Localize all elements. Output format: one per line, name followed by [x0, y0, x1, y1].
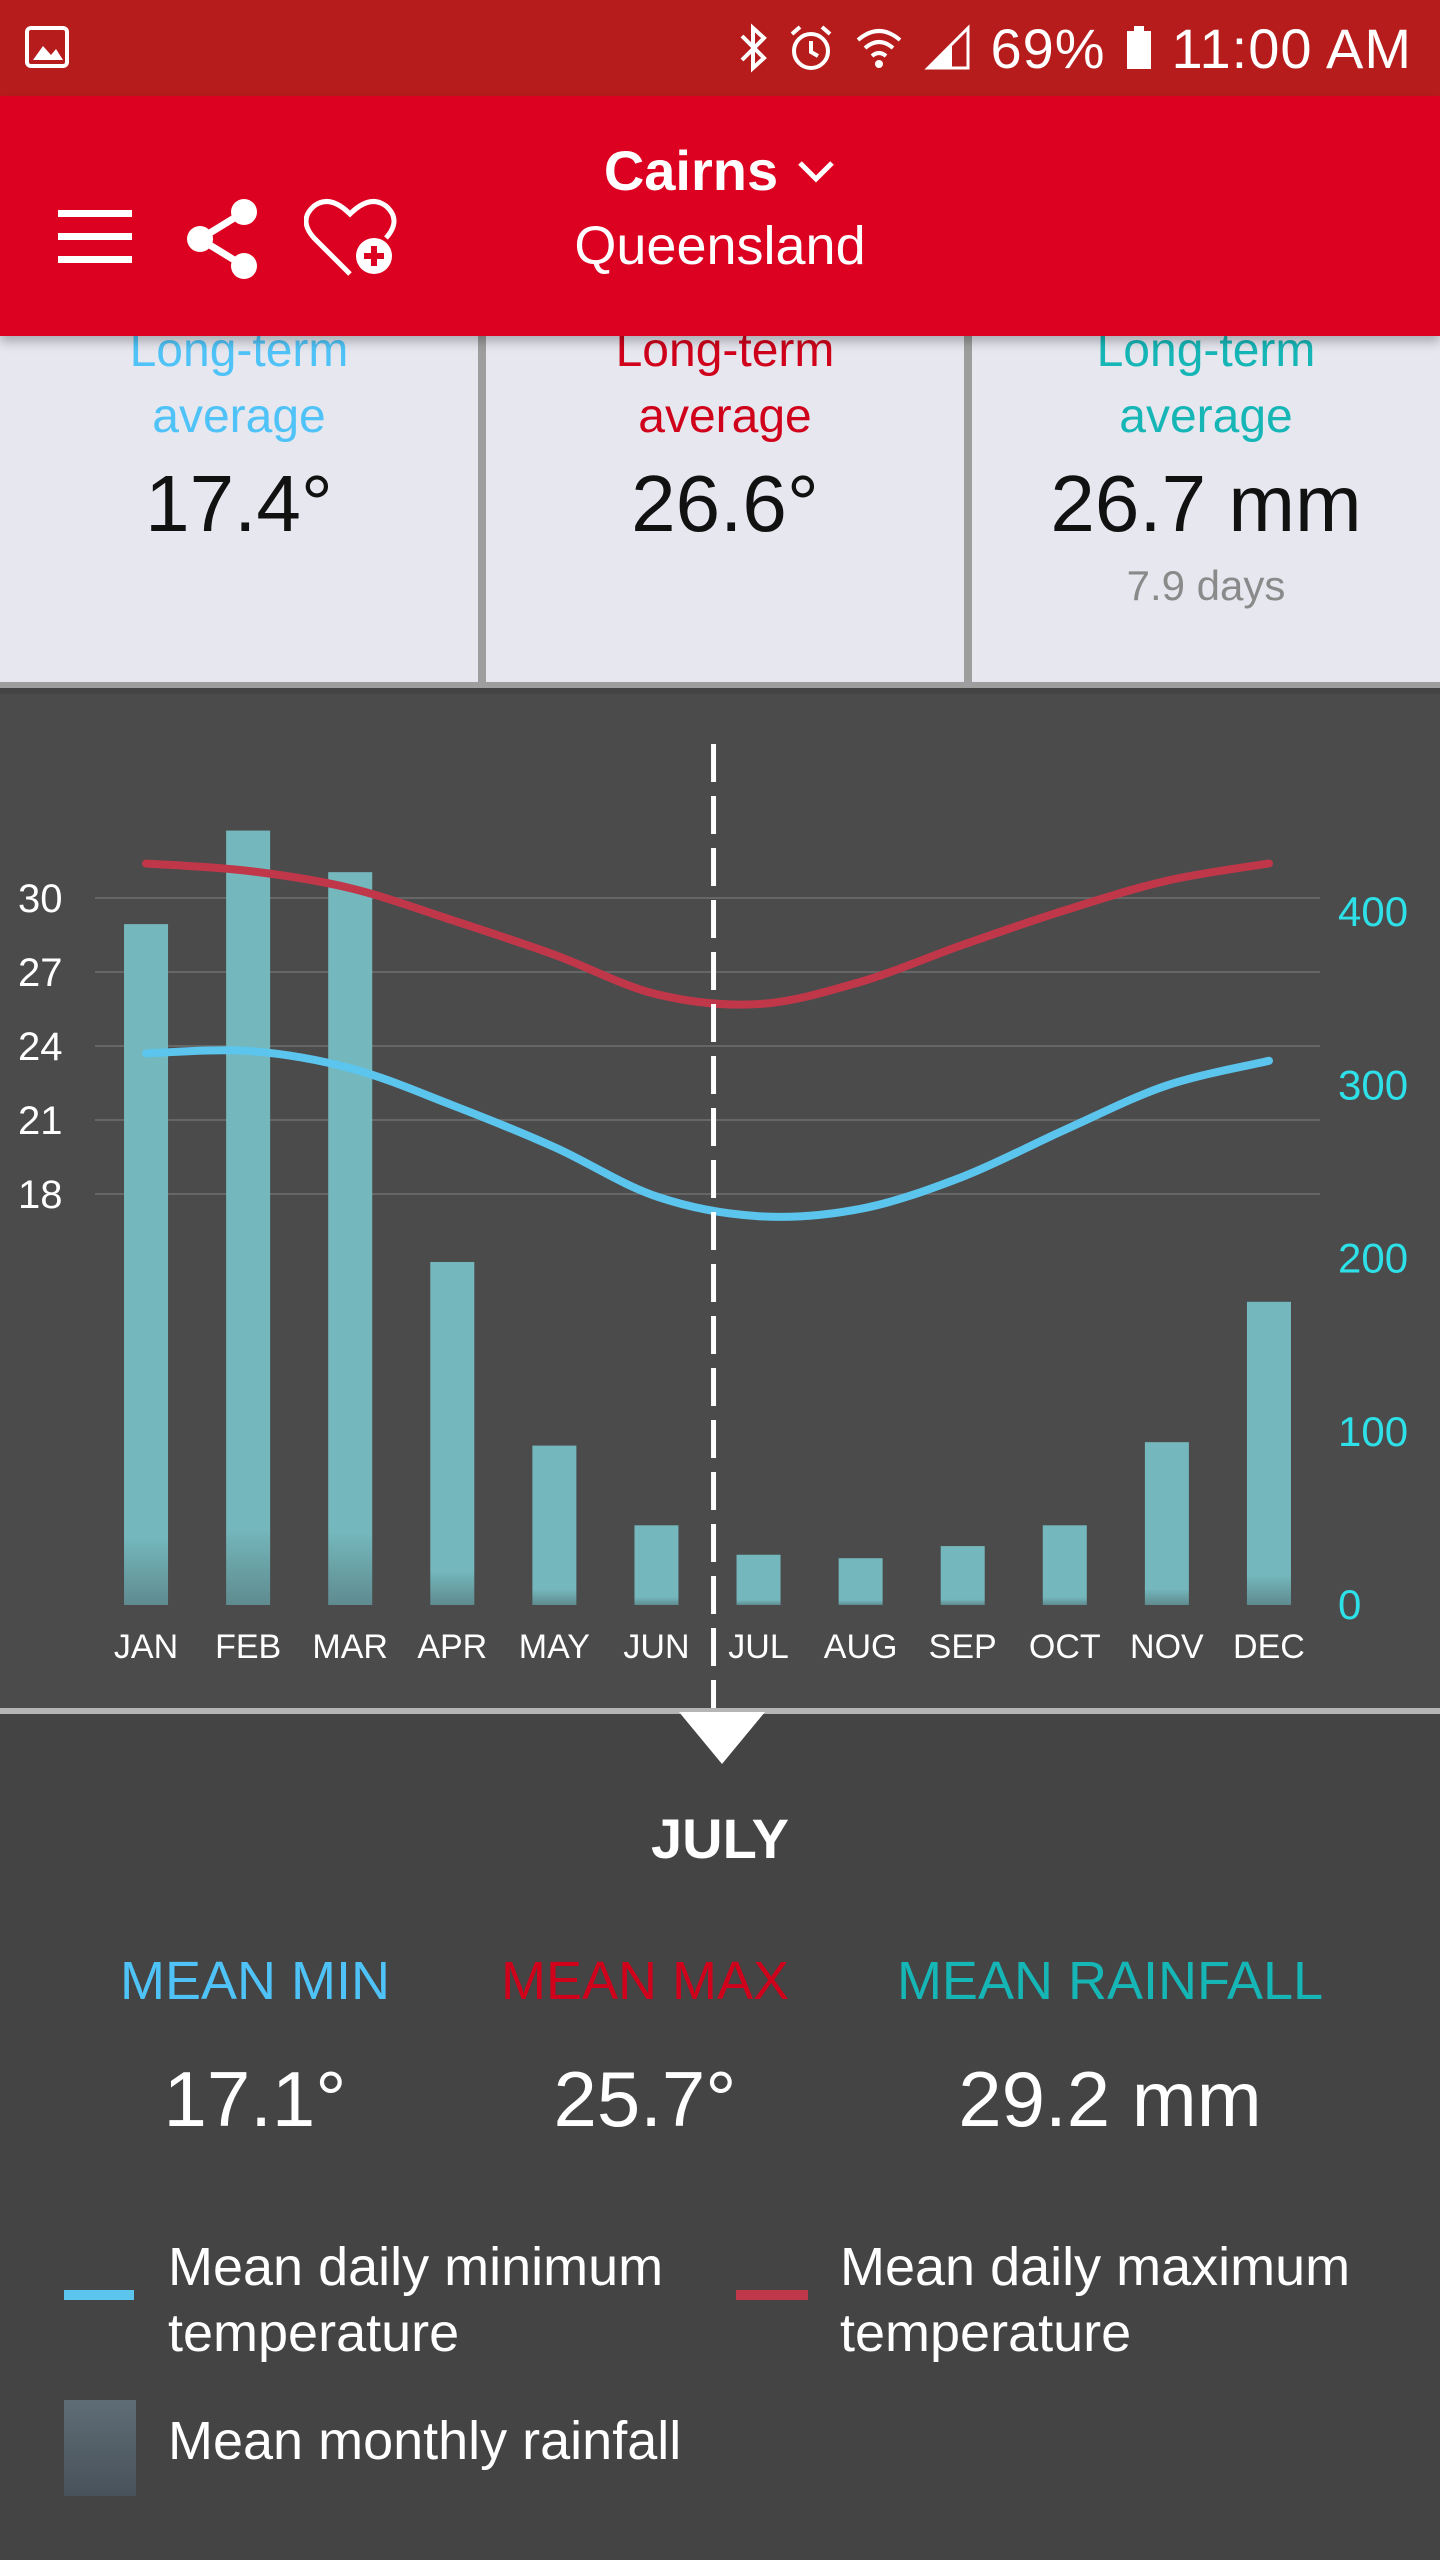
- gallery-icon: [25, 26, 69, 68]
- summary-max-value: 26.6°: [631, 459, 819, 548]
- rainfall-bar: [1042, 1525, 1087, 1605]
- mean-min-label: MEAN MIN: [120, 1951, 390, 2011]
- month-tick-label: MAR: [312, 1628, 388, 1666]
- battery-percent: 69%: [990, 16, 1106, 80]
- chart-divider: [0, 1708, 1440, 1714]
- mean-max-value: 25.7°: [553, 2055, 737, 2143]
- city-name: Cairns: [603, 139, 779, 202]
- month-tick-label: JAN: [114, 1628, 178, 1666]
- rainfall-bar: [634, 1525, 679, 1605]
- mean-max-label: MEAN MAX: [500, 1951, 790, 2011]
- legend-rain-text: Mean monthly rainfall: [168, 2411, 682, 2471]
- rainfall-bar: [940, 1546, 985, 1605]
- month-tick-label: MAY: [519, 1628, 590, 1666]
- summary-rain-label: Long-term average: [1096, 336, 1316, 443]
- legend-min-text: Mean daily minimum temperature: [168, 2237, 664, 2363]
- month-tick-label: AUG: [824, 1628, 898, 1666]
- mean-max-line: [142, 859, 1273, 1009]
- share-icon[interactable]: [182, 196, 262, 282]
- favourite-add-icon[interactable]: [304, 194, 404, 284]
- month-tick-label: DEC: [1233, 1628, 1305, 1666]
- app-bar: Cairns Queensland: [0, 96, 1440, 336]
- summary-max-card: Long-term average 26.6°: [486, 336, 964, 682]
- selected-month: JULY: [650, 1807, 789, 1870]
- summary-min-value: 17.4°: [145, 459, 333, 548]
- left-axis-tick: 27: [18, 951, 63, 995]
- month-tick-label: OCT: [1029, 1628, 1101, 1666]
- mean-rain-label: MEAN RAINFALL: [896, 1951, 1324, 2011]
- legend-max-text: Mean daily maximum temperature: [840, 2237, 1351, 2363]
- left-axis-tick: 24: [18, 1025, 63, 1069]
- legend-max-swatch: [736, 2290, 808, 2300]
- left-axis-tick: 30: [18, 877, 63, 921]
- left-axis-tick: 18: [18, 1173, 63, 1217]
- summary-min-label: Long-term average: [129, 336, 349, 443]
- month-tick-label: SEP: [929, 1628, 997, 1666]
- climate-chart[interactable]: 18 21 24 27 30 0 100 200 300 400 JAN FEB MAR APR MAY JU…: [0, 694, 1440, 1708]
- status-bar: 69% 11:00 AM: [0, 0, 1440, 96]
- rainfall-bar: [124, 924, 169, 1605]
- summary-rain-value: 26.7 mm: [1050, 459, 1362, 548]
- summary-rain-days: 7.9 days: [1126, 562, 1286, 609]
- right-axis-tick: 300: [1338, 1061, 1408, 1108]
- legend-rain-swatch: [64, 2400, 136, 2496]
- month-details: JULY MEAN MIN MEAN MAX MEAN RAINFALL 17.…: [0, 1714, 1440, 2560]
- rainfall-bar: [736, 1554, 781, 1605]
- menu-icon[interactable]: [56, 206, 136, 266]
- rainfall-bar: [226, 830, 271, 1605]
- right-axis-tick: 0: [1338, 1581, 1361, 1628]
- summary-min-card: Long-term average 17.4°: [0, 336, 478, 682]
- signal-icon: [924, 24, 970, 70]
- month-tick-label: JUL: [728, 1628, 788, 1666]
- rainfall-bar: [328, 872, 373, 1605]
- right-axis-tick: 400: [1338, 888, 1408, 935]
- month-tick-label: JUN: [623, 1628, 689, 1666]
- summary-max-label: Long-term average: [615, 336, 835, 443]
- legend-min-swatch: [64, 2290, 134, 2300]
- wifi-icon: [857, 29, 902, 68]
- summary-rain-card: Long-term average 26.7 mm 7.9 days: [972, 336, 1440, 682]
- left-axis-tick: 21: [18, 1099, 63, 1143]
- chevron-down-icon: [798, 160, 834, 183]
- clock: 11:00 AM: [1171, 16, 1412, 80]
- alarm-icon: [791, 25, 832, 70]
- mean-min-value: 17.1°: [163, 2055, 347, 2143]
- right-axis-tick: 200: [1338, 1235, 1408, 1282]
- rainfall-bar: [1246, 1301, 1291, 1605]
- mean-min-line: [142, 1046, 1273, 1221]
- mean-rain-value: 29.2 mm: [958, 2055, 1262, 2143]
- rainfall-bar: [430, 1261, 475, 1605]
- location-selector[interactable]: Cairns Queensland: [460, 138, 980, 277]
- long-term-summary: Long-term average 17.4° Long-term averag…: [0, 336, 1440, 688]
- battery-icon: [1126, 26, 1151, 69]
- rainfall-bar: [1144, 1442, 1189, 1605]
- bluetooth-icon: [741, 23, 768, 73]
- month-tick-label: FEB: [215, 1628, 281, 1666]
- selected-month-pointer-icon: [679, 1712, 765, 1764]
- right-axis-tick: 100: [1338, 1408, 1408, 1455]
- rainfall-bar: [838, 1558, 883, 1605]
- month-tick-label: APR: [417, 1628, 487, 1666]
- state-name: Queensland: [574, 216, 866, 276]
- month-tick-label: NOV: [1130, 1628, 1204, 1666]
- rainfall-bar: [532, 1445, 577, 1605]
